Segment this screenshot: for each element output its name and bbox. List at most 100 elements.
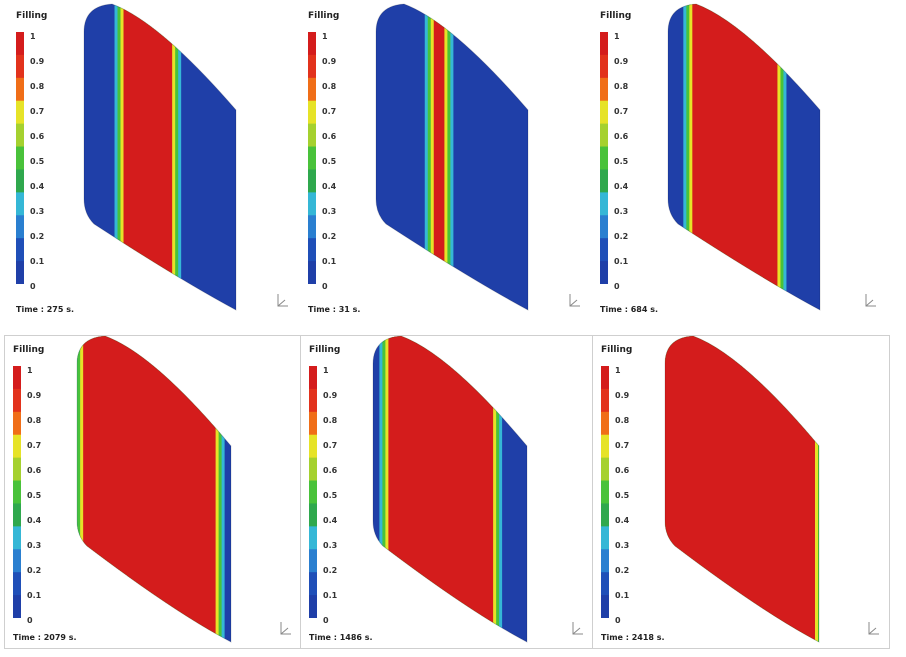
legend-title: Filling [13, 345, 45, 355]
colorbar-segment [308, 100, 316, 125]
colorbar-segment [600, 238, 608, 262]
colorbar-segment [309, 366, 317, 390]
colorbar-tick-label: 0.1 [614, 257, 629, 266]
colorbar-segment [16, 238, 24, 262]
colorbar-segment [13, 503, 21, 527]
colorbar-tick-label: 0.2 [27, 566, 42, 575]
part-outline [83, 3, 237, 311]
colorbar-tick-label: 1 [615, 366, 621, 375]
colorbar-tick-label: 0.6 [30, 132, 45, 141]
colorbar-tick-label: 0.5 [614, 157, 629, 166]
colorbar-tick-label: 0.8 [614, 82, 629, 91]
colorbar-segment [308, 123, 316, 148]
colorbar-tick-label: 0.7 [322, 107, 337, 116]
filling-panel-1: Filling 1 0.9 0.8 0.7 0.6 0.5 0.4 0.3 0.2 0.1 0 Ti… [8, 2, 298, 320]
time-label: Time : 684 s. [600, 305, 659, 314]
colorbar-tick-label: 0.2 [615, 566, 630, 575]
colorbar-tick-label: 0.2 [323, 566, 338, 575]
colorbar-segment [600, 169, 608, 193]
colorbar-tick-label: 0 [323, 616, 329, 625]
part-outline [667, 3, 821, 311]
colorbar-tick-label: 0 [614, 282, 620, 291]
colorbar-tick-label: 0.1 [322, 257, 337, 266]
colorbar-tick-label: 0.7 [323, 441, 338, 450]
casting-part [664, 336, 820, 643]
colorbar-segment [16, 146, 24, 170]
colorbar-segment [600, 100, 608, 125]
colorbar-segment [308, 192, 316, 216]
colorbar-tick-label: 0.1 [30, 257, 45, 266]
colorbar-segment [13, 549, 21, 573]
colorbar-segment [601, 572, 609, 596]
colorbar-tick-label: 0.4 [322, 182, 337, 191]
colorbar-segment [16, 169, 24, 193]
filling-panel-2: Filling 1 0.9 0.8 0.7 0.6 0.5 0.4 0.3 0.2 0.1 0 Ti… [300, 2, 590, 320]
colorbar-segment [600, 215, 608, 239]
colorbar-segment [308, 261, 316, 284]
colorbar-tick-label: 0.8 [323, 416, 338, 425]
colorbar-tick-label: 0.4 [323, 516, 338, 525]
colorbar-segment [600, 261, 608, 284]
colorbar-segment [16, 54, 24, 79]
legend-title: Filling [309, 345, 341, 355]
colorbar-segment [600, 192, 608, 216]
legend-title: Filling [601, 345, 633, 355]
colorbar-segment [601, 526, 609, 550]
casting-part [76, 336, 232, 643]
axis-triad-icon [277, 294, 288, 307]
colorbar-tick-label: 0 [27, 616, 33, 625]
filling-panel-3: Filling 1 0.9 0.8 0.7 0.6 0.5 0.4 0.3 0.2 0.1 0 Ti… [592, 2, 886, 320]
colorbar-segment [13, 480, 21, 504]
filled-region [665, 336, 815, 642]
colorbar-segment [13, 388, 21, 413]
colorbar-segment [600, 54, 608, 79]
colorbar-tick-label: 0.4 [615, 516, 630, 525]
colorbar-tick-label: 0.9 [30, 57, 45, 66]
colorbar-segment [601, 388, 609, 413]
colorbar-tick-label: 0.5 [323, 491, 338, 500]
colorbar-tick-label: 1 [323, 366, 329, 375]
colorbar-tick-label: 0.9 [322, 57, 337, 66]
colorbar-segment [309, 457, 317, 482]
colorbar-tick-label: 0.6 [615, 466, 630, 475]
colorbar-segment [13, 595, 21, 618]
colorbar-segment [16, 123, 24, 148]
colorbar-tick-label: 0.3 [615, 541, 630, 550]
colorbar-segment [600, 146, 608, 170]
colorbar [600, 32, 608, 284]
colorbar-tick-label: 0.6 [323, 466, 338, 475]
colorbar-segment [601, 595, 609, 618]
colorbar-segment [601, 503, 609, 527]
legend-title: Filling [16, 11, 48, 21]
colorbar-tick-label: 1 [27, 366, 33, 375]
colorbar-segment [308, 32, 316, 56]
colorbar-tick-label: 0 [615, 616, 621, 625]
colorbar-tick-label: 1 [322, 32, 328, 41]
colorbar-segment [601, 480, 609, 504]
colorbar [13, 366, 21, 618]
colorbar-tick-label: 0.9 [615, 391, 630, 400]
axis-triad-icon [865, 294, 876, 307]
colorbar-segment [16, 77, 24, 102]
colorbar-segment [13, 434, 21, 459]
colorbar-tick-label: 0.5 [615, 491, 630, 500]
colorbar-tick-label: 0.5 [322, 157, 337, 166]
axis-triad-icon [868, 622, 879, 635]
colorbar-tick-label: 0.7 [614, 107, 629, 116]
colorbar-tick-label: 1 [30, 32, 36, 41]
colorbar-tick-label: 0.1 [27, 591, 42, 600]
colorbar-tick-label: 0.7 [27, 441, 42, 450]
filled-region [433, 4, 445, 310]
casting-part [667, 3, 821, 311]
colorbar-segment [309, 549, 317, 573]
filled-region [123, 4, 173, 310]
colorbar-tick-label: 0.6 [614, 132, 629, 141]
colorbar-tick-label: 0.1 [323, 591, 338, 600]
colorbar-tick-label: 0.1 [615, 591, 630, 600]
colorbar-segment [309, 411, 317, 436]
legend-title: Filling [308, 11, 340, 21]
part-outline [664, 336, 820, 643]
part-outline [375, 3, 529, 311]
colorbar-tick-label: 0.8 [615, 416, 630, 425]
filling-panel-5: Filling 1 0.9 0.8 0.7 0.6 0.5 0.4 0.3 0.2 0.1 0 Ti… [300, 335, 594, 649]
